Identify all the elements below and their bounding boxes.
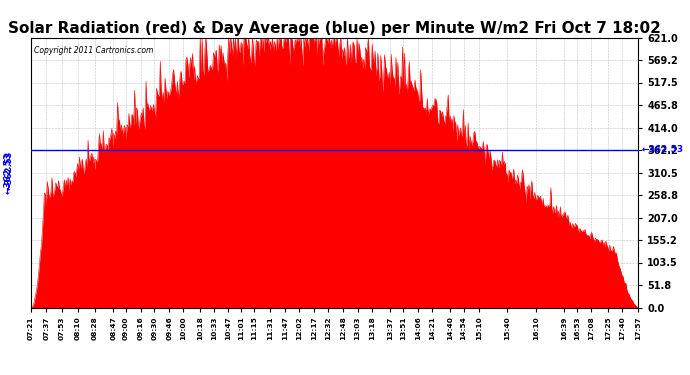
Text: Copyright 2011 Cartronics.com: Copyright 2011 Cartronics.com (34, 46, 153, 55)
Text: ←362.53: ←362.53 (641, 146, 683, 154)
Text: ←362.53: ←362.53 (4, 151, 13, 190)
Text: ←362.53: ←362.53 (3, 152, 13, 194)
Title: Solar Radiation (red) & Day Average (blue) per Minute W/m2 Fri Oct 7 18:02: Solar Radiation (red) & Day Average (blu… (8, 21, 661, 36)
